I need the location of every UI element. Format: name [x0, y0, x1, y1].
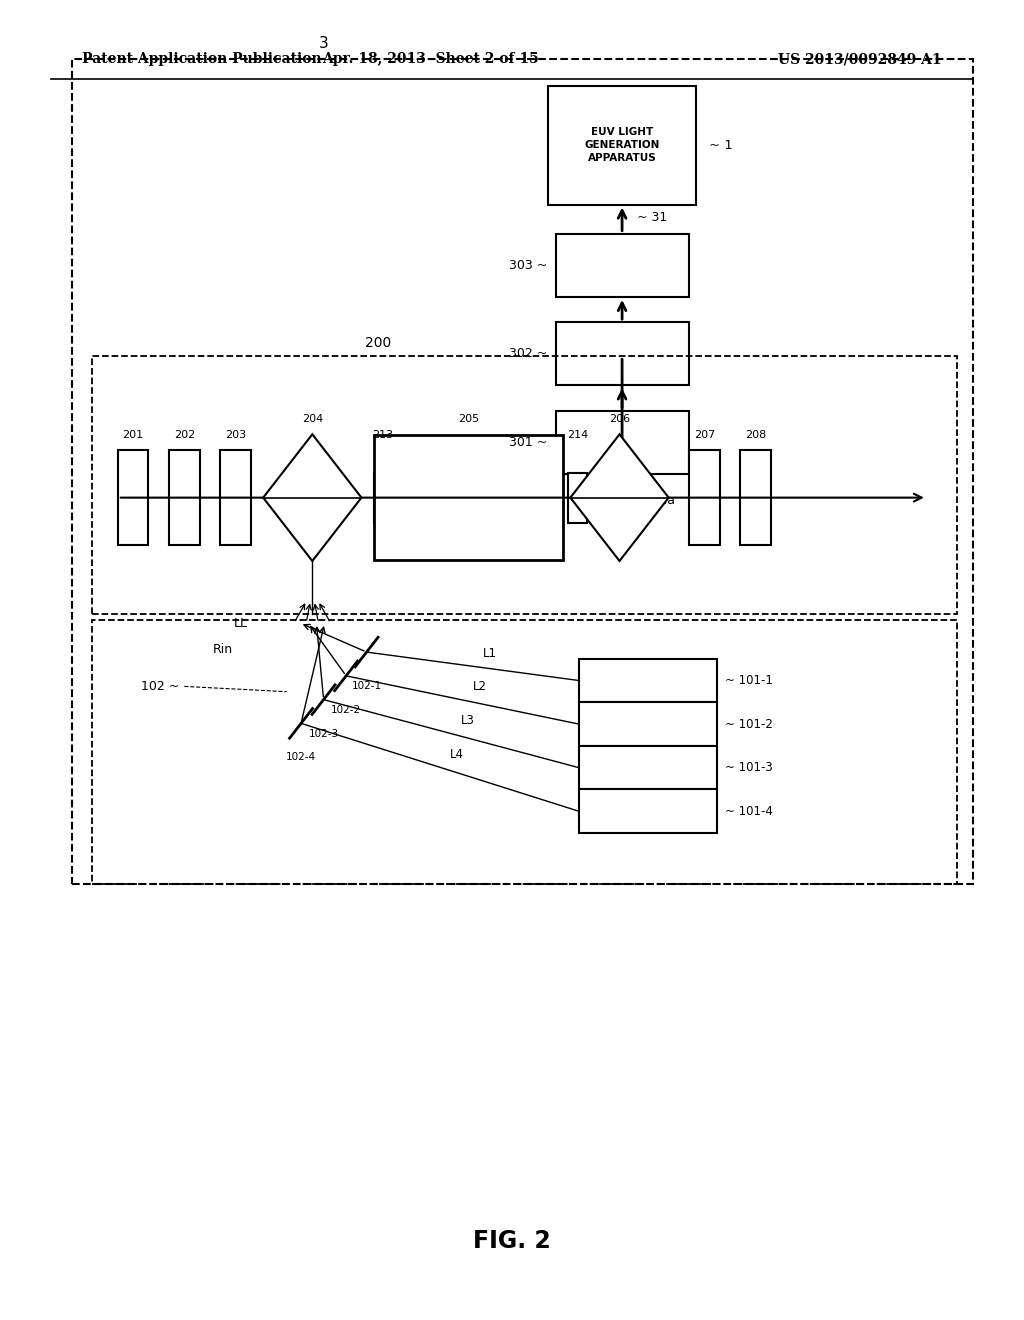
Text: 213: 213	[373, 429, 393, 440]
Bar	[555, 322, 688, 385]
Text: 204: 204	[302, 413, 323, 424]
Bar	[92, 356, 957, 614]
Text: ~ 101-3: ~ 101-3	[725, 762, 773, 774]
Text: US 2013/0092849 A1: US 2013/0092849 A1	[778, 53, 942, 66]
Bar	[579, 702, 717, 746]
Bar	[548, 86, 696, 205]
Polygon shape	[570, 434, 669, 561]
Bar	[740, 450, 771, 545]
Bar	[72, 59, 973, 884]
Text: 203: 203	[225, 429, 246, 440]
Text: 301 ~: 301 ~	[509, 436, 547, 449]
Bar	[220, 450, 251, 545]
Text: ~ 101-4: ~ 101-4	[725, 805, 773, 817]
Text: Rin: Rin	[213, 643, 233, 656]
Text: ~ 101-1: ~ 101-1	[725, 675, 773, 686]
Text: 207: 207	[694, 429, 715, 440]
Text: 102-2: 102-2	[331, 705, 361, 715]
Text: ~ 31a: ~ 31a	[637, 494, 676, 507]
Bar	[374, 436, 563, 560]
Text: ~ 1: ~ 1	[709, 139, 732, 152]
Text: 206: 206	[609, 413, 630, 424]
Text: L2: L2	[473, 680, 486, 693]
Text: L4: L4	[451, 747, 464, 760]
Bar	[169, 450, 200, 545]
Bar	[579, 659, 717, 702]
Text: 202: 202	[174, 429, 195, 440]
Text: EUV LIGHT
GENERATION
APPARATUS: EUV LIGHT GENERATION APPARATUS	[585, 127, 659, 164]
Bar	[118, 450, 148, 545]
Bar	[579, 789, 717, 833]
Text: 214: 214	[567, 429, 588, 440]
Bar	[374, 473, 392, 523]
Bar	[568, 473, 587, 523]
Text: Apr. 18, 2013  Sheet 2 of 15: Apr. 18, 2013 Sheet 2 of 15	[322, 53, 539, 66]
Text: 200: 200	[365, 335, 391, 350]
Text: ~ 31: ~ 31	[637, 211, 668, 224]
Bar	[555, 411, 688, 474]
Text: 208: 208	[745, 429, 766, 440]
Text: 3: 3	[319, 37, 329, 51]
Bar	[579, 746, 717, 789]
Text: L1: L1	[483, 647, 497, 660]
Bar	[689, 450, 720, 545]
Text: FIG. 2: FIG. 2	[473, 1229, 551, 1253]
Text: 102 ~: 102 ~	[141, 680, 179, 693]
Text: 205: 205	[458, 414, 479, 425]
Bar	[92, 620, 957, 884]
Text: 102-1: 102-1	[351, 681, 382, 692]
Text: 302 ~: 302 ~	[509, 347, 547, 360]
Text: 201: 201	[123, 429, 143, 440]
Polygon shape	[263, 434, 361, 561]
Text: L3: L3	[461, 714, 475, 727]
Text: Patent Application Publication: Patent Application Publication	[82, 53, 322, 66]
Text: 102-4: 102-4	[286, 752, 316, 763]
Bar	[555, 234, 688, 297]
Text: 102-3: 102-3	[308, 729, 339, 739]
Text: 303 ~: 303 ~	[509, 259, 547, 272]
Text: ~ 101-2: ~ 101-2	[725, 718, 773, 730]
Text: LL: LL	[233, 616, 248, 630]
